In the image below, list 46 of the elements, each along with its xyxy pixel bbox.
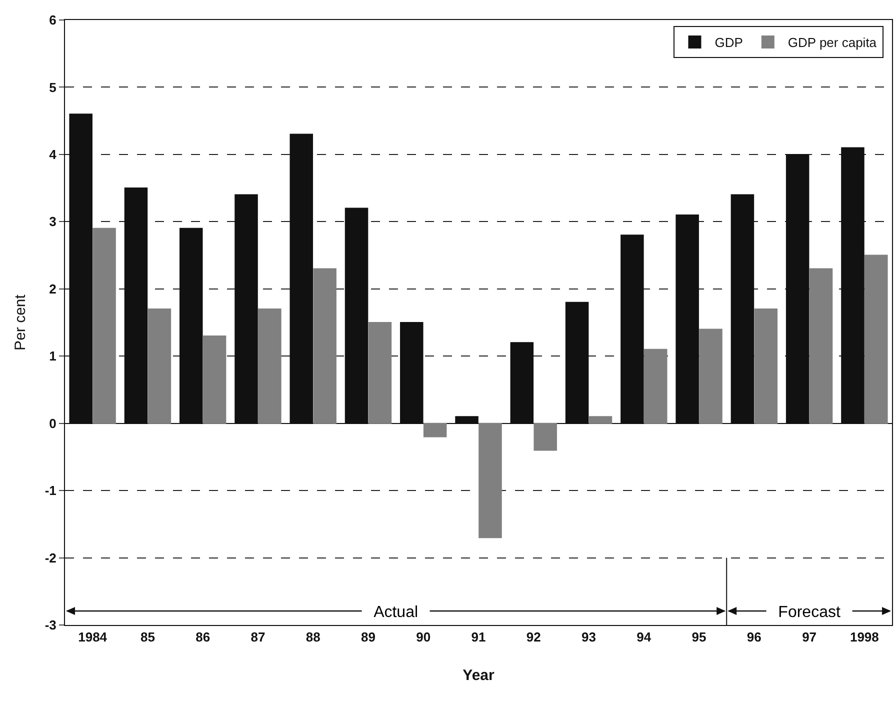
x-tick-label: 94 [636, 630, 652, 645]
x-tick-label: 87 [250, 630, 266, 645]
x-tick-label: 97 [802, 630, 817, 645]
annotation: Forecast [778, 604, 841, 621]
y-tick-label: 1 [49, 348, 56, 364]
y-tick-label: 4 [49, 146, 58, 162]
legend-label: GDP [714, 35, 743, 50]
bar [754, 308, 778, 424]
y-tick-label: 3 [49, 214, 56, 230]
x-tick-label: 90 [416, 630, 431, 645]
bar [478, 422, 502, 538]
bar [588, 416, 612, 424]
bar [313, 268, 336, 424]
x-tick-label: 88 [306, 630, 320, 645]
bar [423, 422, 447, 438]
x-tick-label: 89 [360, 630, 376, 645]
y-tick-label: 6 [49, 12, 56, 28]
bar [368, 322, 392, 424]
bar [644, 348, 668, 424]
x-tick-label: 93 [582, 630, 596, 645]
bar [809, 268, 833, 424]
y-tick-label: 2 [49, 281, 56, 296]
bar [202, 335, 226, 424]
bar [258, 308, 282, 424]
x-tick-label: 1998 [850, 630, 879, 645]
x-tick-label: 1984 [78, 630, 108, 645]
x-tick-label: 95 [692, 630, 706, 645]
bar [864, 254, 888, 424]
x-tick-label: 91 [471, 630, 486, 645]
y-tick-label: 5 [49, 80, 56, 95]
y-axis-title: Per cent [12, 294, 29, 350]
annotation: Actual [374, 604, 418, 621]
bar [699, 328, 722, 424]
y-tick-label: 0 [49, 416, 56, 431]
bar [92, 228, 116, 424]
bar [148, 308, 172, 424]
x-tick-label: 86 [196, 630, 210, 645]
bar [534, 422, 557, 451]
x-tick-label: 85 [140, 630, 155, 645]
y-tick-label: -3 [44, 618, 56, 633]
x-tick-label: 92 [526, 630, 541, 645]
x-axis-title: Year [462, 667, 495, 684]
y-tick-label: -2 [44, 550, 56, 566]
legend-label: GDP per capita [788, 35, 878, 50]
x-tick-label: 96 [746, 630, 762, 645]
y-tick-label: -1 [44, 483, 56, 498]
